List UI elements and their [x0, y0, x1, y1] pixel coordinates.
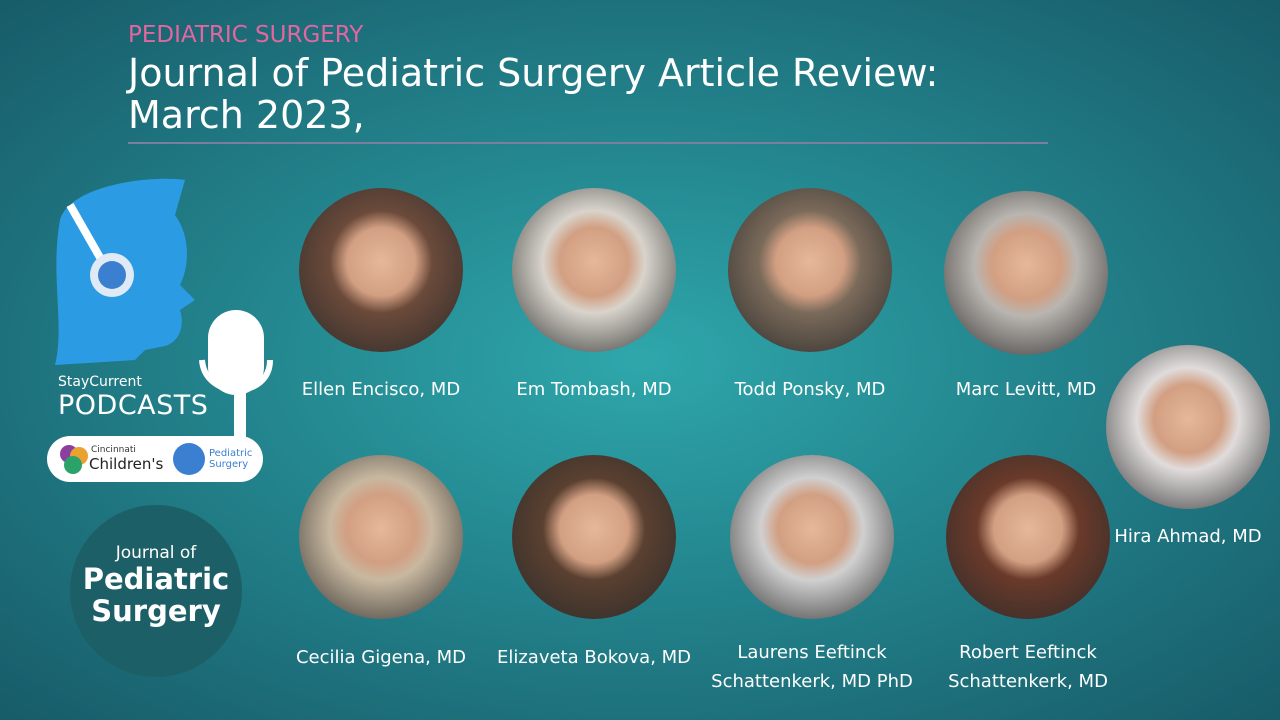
- ps-icon: [173, 443, 205, 475]
- speaker-photo: [299, 455, 463, 619]
- name-line: Marc Levitt, MD: [955, 378, 1097, 400]
- dept: Pediatric Surgery: [209, 448, 252, 470]
- name-line: Robert Eeftinck: [959, 642, 1097, 663]
- name-line: Elizaveta Bokova, MD: [496, 646, 692, 668]
- speaker-photo: [299, 188, 463, 352]
- dept-line: Pediatric: [209, 448, 253, 459]
- title: Journal of Pediatric Surgery Article Rev…: [128, 52, 938, 136]
- title-line: March 2023,: [128, 93, 365, 137]
- name-line: Hira Ahmad, MD: [1114, 525, 1262, 547]
- org-name: Children's: [89, 455, 164, 473]
- title-line: Journal of Pediatric Surgery Article Rev…: [128, 51, 939, 95]
- speaker-name: Ellen Encisco, MD: [302, 375, 460, 404]
- journal-line: Surgery: [91, 594, 221, 628]
- dept-line: Surgery: [209, 459, 249, 470]
- category: PEDIATRIC SURGERY: [128, 22, 364, 48]
- speaker-name: Elizaveta Bokova, MD: [497, 643, 691, 672]
- name-line: Schattenkerk, MD: [948, 671, 1108, 692]
- speaker-name: Robert Eeftinck Schattenkerk, MD: [948, 638, 1108, 696]
- speaker-name: Em Tombash, MD: [516, 375, 671, 404]
- journal-logo: Journal of Pediatric Surgery: [70, 505, 242, 677]
- divider: [128, 142, 1048, 144]
- speaker-photo: [728, 188, 892, 352]
- cincinnati-icon: [60, 445, 88, 474]
- speaker-name: Todd Ponsky, MD: [735, 375, 886, 404]
- speaker-photo: [512, 188, 676, 352]
- name-line: Ellen Encisco, MD: [301, 378, 461, 400]
- name-line: Laurens Eeftinck: [737, 642, 887, 663]
- name-line: Cecilia Gigena, MD: [295, 646, 467, 668]
- name-line: Todd Ponsky, MD: [734, 378, 886, 400]
- speaker-photo: [730, 455, 894, 619]
- speaker-name: Laurens Eeftinck Schattenkerk, MD PhD: [711, 638, 913, 696]
- speaker-name: Marc Levitt, MD: [956, 375, 1097, 404]
- partner-badge: Cincinnati Children's Pediatric Surgery: [47, 436, 263, 482]
- name-line: Schattenkerk, MD PhD: [711, 671, 913, 692]
- journal-line: Journal of: [115, 543, 197, 563]
- speaker-photo: [944, 191, 1108, 355]
- podcast-icon: [55, 178, 273, 438]
- speaker-name: Cecilia Gigena, MD: [296, 643, 466, 672]
- speaker-photo: [946, 455, 1110, 619]
- org-top: Cincinnati: [91, 445, 136, 455]
- name-line: Em Tombash, MD: [516, 378, 672, 400]
- brand: StayCurrent: [58, 374, 142, 390]
- podcast-name: PODCASTS: [58, 390, 209, 421]
- speaker-name: Hira Ahmad, MD: [1114, 522, 1261, 551]
- journal-line: Pediatric: [82, 562, 230, 596]
- speaker-photo: [1106, 345, 1270, 509]
- speaker-photo: [512, 455, 676, 619]
